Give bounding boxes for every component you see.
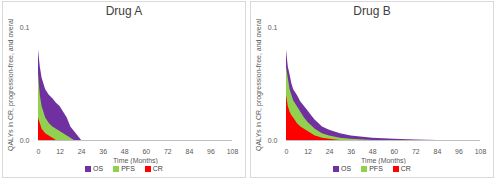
svg-text:Time (Months): Time (Months): [361, 157, 406, 165]
svg-text:QALYs in CR, progression-free,: QALYs in CR, progression-free, and overa…: [7, 19, 15, 151]
html-text:PFS: PFS: [369, 165, 383, 172]
svg-text:60: 60: [390, 148, 398, 155]
svg-text:108: 108: [475, 148, 487, 155]
svg-text:36: 36: [99, 148, 107, 155]
svg-text:96: 96: [207, 148, 215, 155]
svg-text:84: 84: [433, 148, 441, 155]
svg-text:Time (Months): Time (Months): [113, 157, 158, 165]
svg-text:0.0: 0.0: [268, 137, 278, 144]
svg-text:0: 0: [37, 148, 41, 155]
svg-text:0.1: 0.1: [268, 24, 278, 31]
html-text:CR: CR: [400, 165, 411, 172]
svg-text:84: 84: [185, 148, 193, 155]
html-text:Drug A: Drug A: [105, 4, 143, 18]
svg-text:0: 0: [285, 148, 289, 155]
html-text:OS: OS: [341, 165, 352, 172]
html-text:Drug B: Drug B: [353, 4, 391, 18]
svg-text:12: 12: [304, 148, 312, 155]
svg-text:96: 96: [455, 148, 463, 155]
svg-text:60: 60: [142, 148, 150, 155]
svg-text:36: 36: [347, 148, 355, 155]
svg-text:72: 72: [164, 148, 172, 155]
svg-text:24: 24: [78, 148, 86, 155]
svg-text:QALYs in CR, progression-free,: QALYs in CR, progression-free, and overa…: [255, 19, 263, 151]
svg-text:12: 12: [56, 148, 64, 155]
svg-text:0.0: 0.0: [20, 137, 30, 144]
svg-text:72: 72: [412, 148, 420, 155]
html-text:CR: CR: [152, 165, 163, 172]
svg-text:48: 48: [121, 148, 129, 155]
html-text:OS: OS: [93, 165, 104, 172]
html-text:PFS: PFS: [121, 165, 135, 172]
svg-text:48: 48: [369, 148, 377, 155]
svg-text:24: 24: [326, 148, 334, 155]
svg-text:0.1: 0.1: [20, 24, 30, 31]
svg-text:108: 108: [227, 148, 239, 155]
